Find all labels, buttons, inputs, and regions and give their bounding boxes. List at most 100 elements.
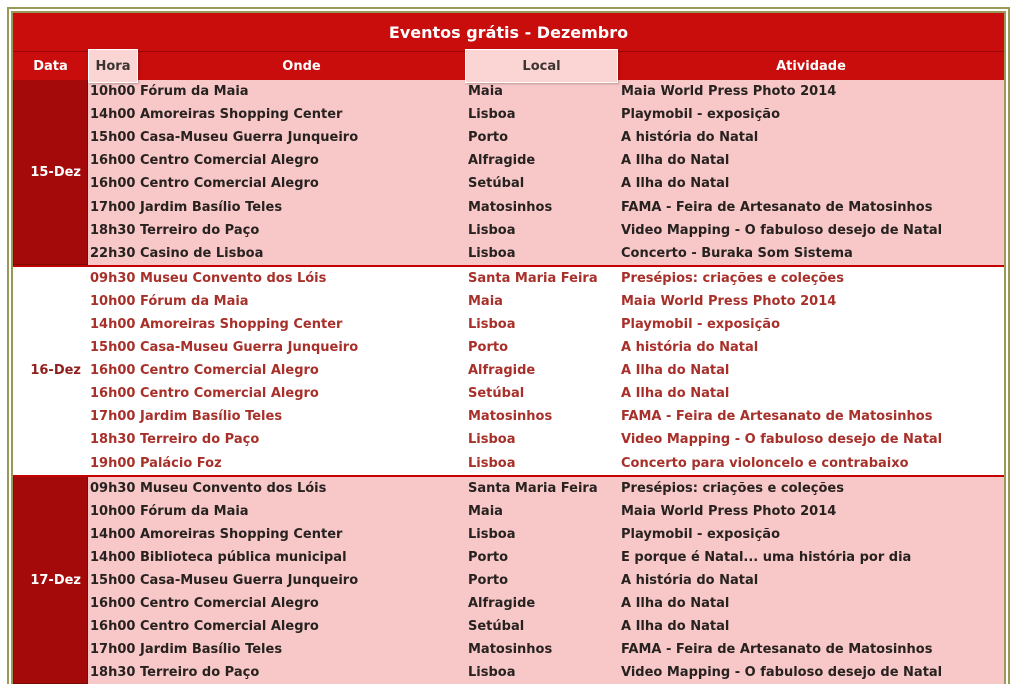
cell-atividade[interactable]: A Ilha do Natal	[621, 596, 730, 612]
cell-onde[interactable]: Palácio Foz	[140, 455, 222, 471]
column-header-local[interactable]: Local	[465, 49, 618, 83]
cell-local[interactable]: Porto	[468, 130, 509, 146]
cell-onde[interactable]: Museu Convento dos Lóis	[140, 480, 327, 496]
cell-hora[interactable]: 09h30	[90, 480, 136, 496]
cell-local[interactable]: Lisboa	[468, 526, 516, 542]
cell-onde[interactable]: Terreiro do Paço	[140, 432, 260, 448]
cell-onde[interactable]: Centro Comercial Alegro	[140, 363, 319, 379]
cell-hora[interactable]: 19h00	[90, 455, 136, 471]
cell-atividade[interactable]: FAMA - Feira de Artesanato de Matosinhos	[621, 199, 933, 215]
column-header-atividade[interactable]: Atividade	[776, 58, 846, 74]
cell-local[interactable]: Setúbal	[468, 386, 525, 402]
cell-onde[interactable]: Centro Comercial Alegro	[140, 176, 319, 192]
cell-hora[interactable]: 10h00	[90, 503, 136, 519]
cell-onde[interactable]: Centro Comercial Alegro	[140, 153, 319, 169]
cell-atividade[interactable]: Concerto - Buraka Som Sistema	[621, 245, 853, 261]
cell-atividade[interactable]: Presépios: criações e coleções	[621, 270, 844, 286]
cell-onde[interactable]: Centro Comercial Alegro	[140, 596, 319, 612]
cell-atividade[interactable]: A história do Natal	[621, 573, 759, 589]
cell-hora[interactable]: 10h00	[90, 293, 136, 309]
cell-local[interactable]: Lisboa	[468, 222, 516, 238]
cell-atividade[interactable]: FAMA - Feira de Artesanato de Matosinhos	[621, 409, 933, 425]
cell-local[interactable]: Lisboa	[468, 432, 516, 448]
cell-local[interactable]: Matosinhos	[468, 409, 553, 425]
cell-atividade[interactable]: A Ilha do Natal	[621, 363, 730, 379]
cell-hora[interactable]: 17h00	[90, 409, 136, 425]
cell-local[interactable]: Porto	[468, 340, 509, 356]
column-header-hora[interactable]: Hora	[88, 49, 138, 83]
cell-onde[interactable]: Casa-Museu Guerra Junqueiro	[140, 340, 359, 356]
cell-onde[interactable]: Amoreiras Shopping Center	[140, 107, 343, 123]
cell-atividade[interactable]: Video Mapping - O fabuloso desejo de Nat…	[621, 432, 943, 448]
cell-onde[interactable]: Centro Comercial Alegro	[140, 619, 319, 635]
cell-atividade[interactable]: Presépios: criações e coleções	[621, 480, 844, 496]
cell-hora[interactable]: 16h00	[90, 596, 136, 612]
cell-atividade[interactable]: A Ilha do Natal	[621, 386, 730, 402]
cell-onde[interactable]: Fórum da Maia	[140, 503, 249, 519]
cell-onde[interactable]: Amoreiras Shopping Center	[140, 316, 343, 332]
cell-hora[interactable]: 16h00	[90, 153, 136, 169]
cell-atividade[interactable]: FAMA - Feira de Artesanato de Matosinhos	[621, 642, 933, 658]
cell-hora[interactable]: 15h00	[90, 573, 136, 589]
cell-onde[interactable]: Casa-Museu Guerra Junqueiro	[140, 130, 359, 146]
cell-local[interactable]: Alfragide	[468, 363, 536, 379]
cell-atividade[interactable]: E porque é Natal... uma história por dia	[621, 549, 912, 565]
cell-hora[interactable]: 16h00	[90, 619, 136, 635]
cell-onde[interactable]: Jardim Basílio Teles	[140, 409, 283, 425]
cell-atividade[interactable]: A Ilha do Natal	[621, 176, 730, 192]
cell-local[interactable]: Santa Maria Feira	[468, 270, 598, 286]
cell-hora[interactable]: 14h00	[90, 549, 136, 565]
cell-atividade[interactable]: A Ilha do Natal	[621, 619, 730, 635]
column-header-data[interactable]: Data	[33, 58, 68, 74]
cell-hora[interactable]: 16h00	[90, 176, 136, 192]
cell-atividade[interactable]: Playmobil - exposição	[621, 107, 781, 123]
cell-hora[interactable]: 16h00	[90, 386, 136, 402]
cell-hora[interactable]: 14h00	[90, 316, 136, 332]
cell-atividade[interactable]: A história do Natal	[621, 130, 759, 146]
cell-hora[interactable]: 18h30	[90, 432, 136, 448]
cell-atividade[interactable]: Playmobil - exposição	[621, 316, 781, 332]
cell-onde[interactable]: Jardim Basílio Teles	[140, 199, 283, 215]
cell-local[interactable]: Porto	[468, 549, 509, 565]
cell-hora[interactable]: 14h00	[90, 526, 136, 542]
cell-onde[interactable]: Casino de Lisboa	[140, 245, 264, 261]
cell-hora[interactable]: 17h00	[90, 199, 136, 215]
cell-local[interactable]: Maia	[468, 503, 503, 519]
selected-cell-local[interactable]: Local	[465, 49, 618, 83]
cell-atividade[interactable]: Video Mapping - O fabuloso desejo de Nat…	[621, 222, 943, 238]
cell-onde[interactable]: Centro Comercial Alegro	[140, 386, 319, 402]
cell-hora[interactable]: 17h00	[90, 642, 136, 658]
cell-onde[interactable]: Museu Convento dos Lóis	[140, 270, 327, 286]
cell-atividade[interactable]: Maia World Press Photo 2014	[621, 293, 837, 309]
cell-hora[interactable]: 18h30	[90, 665, 136, 681]
cell-atividade[interactable]: Playmobil - exposição	[621, 526, 781, 542]
cell-local[interactable]: Lisboa	[468, 245, 516, 261]
cell-local[interactable]: Alfragide	[468, 596, 536, 612]
cell-local[interactable]: Matosinhos	[468, 199, 553, 215]
cell-atividade[interactable]: Concerto para violoncelo e contrabaixo	[621, 455, 909, 471]
cell-hora[interactable]: 14h00	[90, 107, 136, 123]
cell-hora[interactable]: 15h00	[90, 130, 136, 146]
cell-local[interactable]: Santa Maria Feira	[468, 480, 598, 496]
cell-local[interactable]: Setúbal	[468, 176, 525, 192]
column-header-onde[interactable]: Onde	[282, 58, 321, 74]
cell-local[interactable]: Lisboa	[468, 107, 516, 123]
cell-local[interactable]: Maia	[468, 293, 503, 309]
cell-local[interactable]: Alfragide	[468, 153, 536, 169]
cell-atividade[interactable]: Video Mapping - O fabuloso desejo de Nat…	[621, 665, 943, 681]
cell-local[interactable]: Porto	[468, 573, 509, 589]
cell-atividade[interactable]: Maia World Press Photo 2014	[621, 84, 837, 100]
cell-onde[interactable]: Amoreiras Shopping Center	[140, 526, 343, 542]
cell-hora[interactable]: 22h30	[90, 245, 136, 261]
cell-onde[interactable]: Fórum da Maia	[140, 84, 249, 100]
date-cell[interactable]: 16-Dez	[30, 363, 81, 379]
cell-onde[interactable]: Casa-Museu Guerra Junqueiro	[140, 573, 359, 589]
selected-cell-hora[interactable]: Hora	[88, 49, 138, 83]
cell-local[interactable]: Lisboa	[468, 455, 516, 471]
date-cell[interactable]: 17-Dez	[13, 476, 88, 685]
date-cell[interactable]: 15-Dez	[13, 80, 88, 265]
cell-hora[interactable]: 10h00	[90, 84, 136, 100]
cell-onde[interactable]: Terreiro do Paço	[140, 665, 260, 681]
cell-hora[interactable]: 09h30	[90, 270, 136, 286]
cell-local[interactable]: Lisboa	[468, 316, 516, 332]
